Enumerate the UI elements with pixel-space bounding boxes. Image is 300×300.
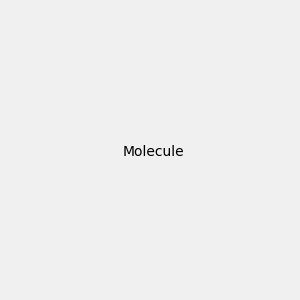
Text: Molecule: Molecule [123,145,184,158]
